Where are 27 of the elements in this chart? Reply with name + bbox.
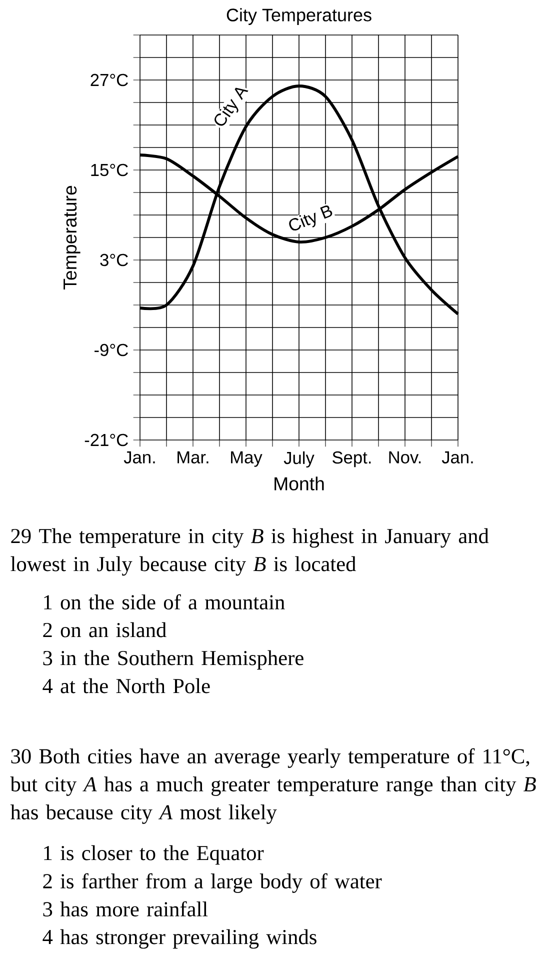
text: 1 on the side of a mountain: [44, 594, 285, 610]
y-axis-title: Temperature: [64, 186, 80, 290]
x-tick-label: July: [284, 451, 314, 468]
x-tick-label: May: [231, 451, 262, 467]
text: 2 on an island: [43, 622, 166, 638]
x-tick-label: Jan.: [124, 451, 155, 464]
text: 29 The temperature in city B is highest in January and lowest in July because city B is located: [10, 528, 489, 576]
y-tick-label: -21°C: [84, 434, 128, 446]
chart-title: City Temperatures: [226, 8, 372, 25]
text: 3 in the Southern Hemisphere: [43, 650, 304, 670]
x-axis-title: Month: [274, 476, 324, 490]
text: 30 Both cities have an average yearly temperature of 11°C, but city A has a much greater temperature range than city B has because city A most likely: [10, 748, 536, 824]
text: 2 is farther from a large body of water: [43, 873, 382, 893]
text: City B: [289, 206, 332, 230]
text: City A: [214, 88, 248, 126]
text: 3 has more rainfall: [43, 901, 208, 916]
text: 1 is closer to the Equator: [44, 845, 264, 865]
y-tick-label: 15°C: [91, 164, 128, 176]
y-tick-label: -9°C: [94, 344, 128, 356]
y-tick-label: 3°C: [100, 254, 128, 266]
x-tick-label: Jan.: [442, 451, 473, 464]
text: 4 has stronger prevailing winds: [42, 929, 316, 949]
text: 4 at the North Pole: [42, 678, 210, 694]
x-tick-label: Mar.: [178, 451, 208, 464]
y-tick-label: 27°C: [90, 74, 128, 86]
x-tick-label: Sept.: [332, 451, 371, 468]
x-tick-label: Nov.: [389, 451, 421, 464]
